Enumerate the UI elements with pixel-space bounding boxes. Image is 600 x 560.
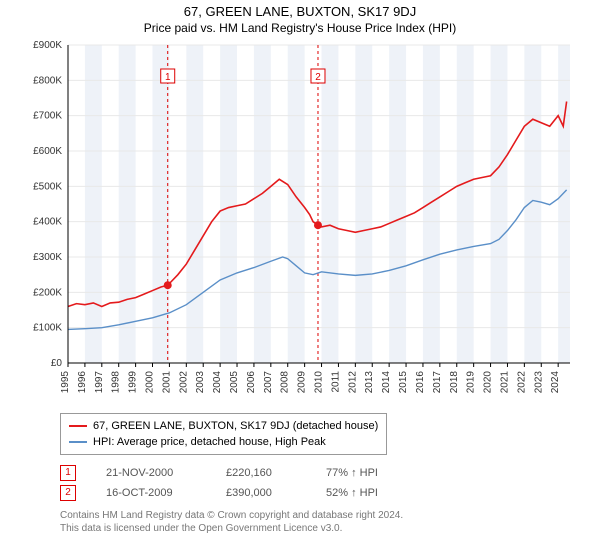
svg-text:£300K: £300K xyxy=(33,252,62,263)
transaction-date: 21-NOV-2000 xyxy=(106,463,196,483)
svg-text:1: 1 xyxy=(165,72,171,83)
svg-text:2013: 2013 xyxy=(364,371,375,394)
svg-text:1995: 1995 xyxy=(60,371,71,394)
svg-text:2005: 2005 xyxy=(229,371,240,394)
svg-text:2012: 2012 xyxy=(347,371,358,394)
svg-text:£500K: £500K xyxy=(33,181,62,192)
svg-text:2023: 2023 xyxy=(533,371,544,394)
svg-text:2008: 2008 xyxy=(280,371,291,394)
svg-text:£400K: £400K xyxy=(33,217,62,228)
page-title: 67, GREEN LANE, BUXTON, SK17 9DJ xyxy=(0,0,600,19)
legend-swatch xyxy=(69,441,87,443)
svg-text:2003: 2003 xyxy=(195,371,206,394)
legend-row: 67, GREEN LANE, BUXTON, SK17 9DJ (detach… xyxy=(69,418,378,434)
svg-text:2000: 2000 xyxy=(145,371,156,394)
svg-text:£600K: £600K xyxy=(33,146,62,157)
transaction-row: 1 21-NOV-2000 £220,160 77% ↑ HPI xyxy=(60,463,600,483)
legend-label: HPI: Average price, detached house, High… xyxy=(93,434,326,450)
transaction-row: 2 16-OCT-2009 £390,000 52% ↑ HPI xyxy=(60,483,600,503)
svg-text:2: 2 xyxy=(315,72,321,83)
transaction-hpi: 52% ↑ HPI xyxy=(326,483,406,503)
svg-text:2018: 2018 xyxy=(449,371,460,394)
svg-text:2019: 2019 xyxy=(466,371,477,394)
svg-text:£0: £0 xyxy=(51,358,63,369)
svg-text:£700K: £700K xyxy=(33,111,62,122)
page-subtitle: Price paid vs. HM Land Registry's House … xyxy=(0,19,600,39)
price-chart: £0 £100K £200K £300K £400K £500K £600K £700K £80… xyxy=(20,39,580,409)
svg-text:2004: 2004 xyxy=(212,371,223,394)
footer-line: Contains HM Land Registry data © Crown c… xyxy=(60,509,600,522)
svg-text:£200K: £200K xyxy=(33,287,62,298)
svg-text:2017: 2017 xyxy=(432,371,443,394)
svg-text:2014: 2014 xyxy=(381,371,392,394)
svg-text:2002: 2002 xyxy=(178,371,189,394)
svg-text:£800K: £800K xyxy=(33,75,62,86)
transaction-date: 16-OCT-2009 xyxy=(106,483,196,503)
svg-text:2007: 2007 xyxy=(263,371,274,394)
legend-row: HPI: Average price, detached house, High… xyxy=(69,434,378,450)
transactions-table: 1 21-NOV-2000 £220,160 77% ↑ HPI 2 16-OCT-200… xyxy=(60,463,600,503)
svg-text:2016: 2016 xyxy=(415,371,426,394)
svg-text:2021: 2021 xyxy=(499,371,510,394)
svg-text:2024: 2024 xyxy=(550,371,561,394)
svg-text:2011: 2011 xyxy=(330,371,341,393)
svg-text:2015: 2015 xyxy=(398,371,409,394)
svg-text:2010: 2010 xyxy=(314,371,325,394)
transaction-price: £390,000 xyxy=(226,483,296,503)
legend-swatch xyxy=(69,425,87,427)
transaction-price: £220,160 xyxy=(226,463,296,483)
transaction-marker: 2 xyxy=(60,485,76,501)
svg-text:1997: 1997 xyxy=(94,371,105,394)
legend: 67, GREEN LANE, BUXTON, SK17 9DJ (detach… xyxy=(60,413,387,455)
transaction-hpi: 77% ↑ HPI xyxy=(326,463,406,483)
svg-text:2001: 2001 xyxy=(161,371,172,394)
attribution-footer: Contains HM Land Registry data © Crown c… xyxy=(60,509,600,535)
svg-text:1998: 1998 xyxy=(111,371,122,394)
svg-text:1999: 1999 xyxy=(128,371,139,394)
svg-text:2006: 2006 xyxy=(246,371,257,394)
footer-line: This data is licensed under the Open Gov… xyxy=(60,522,600,535)
legend-label: 67, GREEN LANE, BUXTON, SK17 9DJ (detach… xyxy=(93,418,378,434)
svg-text:1996: 1996 xyxy=(77,371,88,394)
svg-text:2009: 2009 xyxy=(297,371,308,394)
svg-text:£100K: £100K xyxy=(33,323,62,334)
svg-text:£900K: £900K xyxy=(33,40,62,51)
svg-text:2022: 2022 xyxy=(516,371,527,394)
svg-text:2020: 2020 xyxy=(483,371,494,394)
transaction-marker: 1 xyxy=(60,465,76,481)
